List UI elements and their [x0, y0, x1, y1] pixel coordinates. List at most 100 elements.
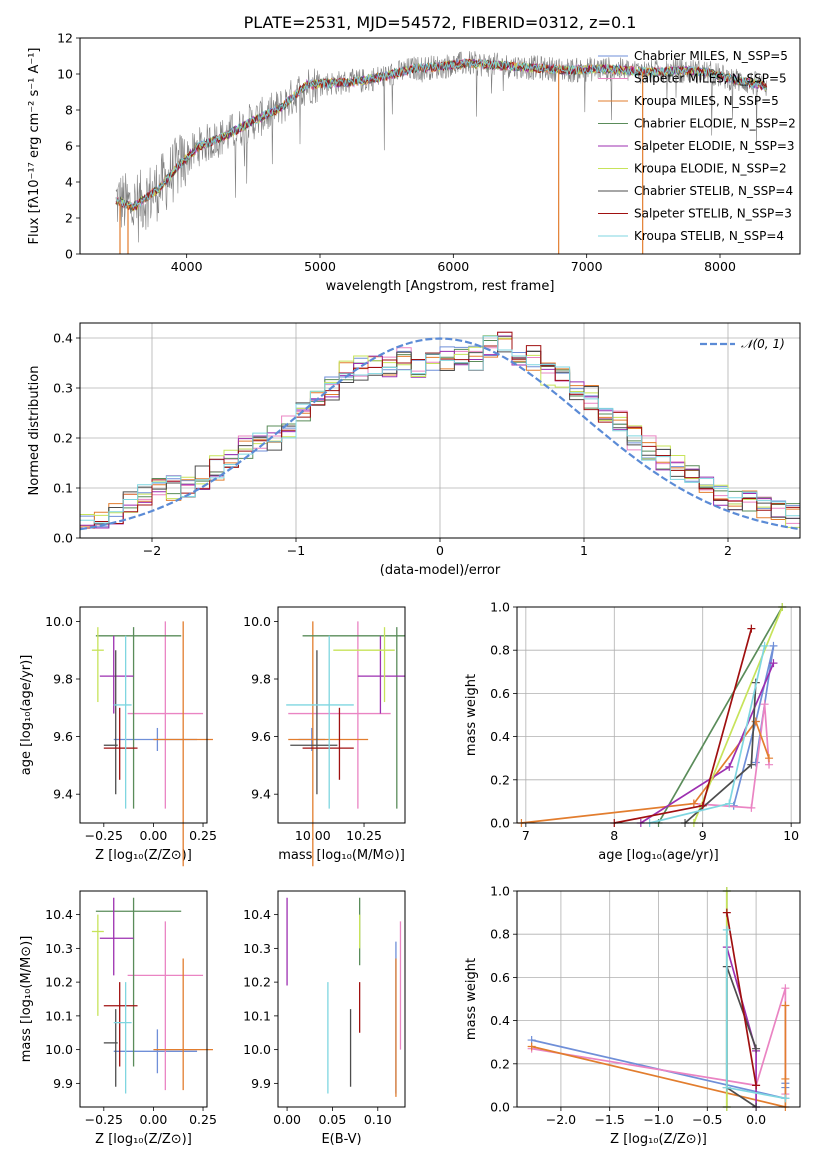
x-axis-label: wavelength [Angstrom, rest frame] — [326, 279, 555, 294]
x-tick-label: −1 — [287, 543, 305, 558]
y-axis-label: mass [log₁₀(M/M⊙)] — [19, 936, 34, 1063]
y-tick-label: 1.0 — [490, 884, 510, 899]
x-tick-label: 0.0 — [746, 1112, 766, 1127]
x-tick-label: 0.00 — [140, 1112, 168, 1127]
weight-line-2 — [531, 1005, 787, 1109]
ticks-mass-EBV: 0.00 0.05 0.10 9.9 10.0 10.1 10.2 10.3 10.4 — [243, 907, 392, 1127]
y-tick-label: 0.6 — [490, 686, 510, 701]
weight-marker-8 — [722, 925, 731, 934]
y-tick-label: 9.4 — [251, 787, 271, 802]
y-tick-label: 10.2 — [45, 975, 73, 990]
legend-label: Chabrier ELODIE, N_SSP=2 — [634, 117, 796, 131]
weight-marker-8 — [760, 641, 769, 650]
x-axis-label: age [log₁₀(age/yr)] — [598, 848, 719, 863]
weight-marker-1 — [781, 984, 790, 993]
y-tick-label: 9.6 — [53, 729, 73, 744]
y-tick-label: 9.8 — [251, 672, 271, 687]
y-tick-label: 0.2 — [490, 772, 510, 787]
ticks-mass-Z: −0.25 0.00 0.25 9.9 10.0 10.1 10.2 10.3 10.4 — [45, 907, 217, 1127]
legend-label: Salpeter STELIB, N_SSP=3 — [634, 207, 792, 221]
y-tick-label: 9.9 — [53, 1076, 73, 1091]
x-tick-label: 10.25 — [346, 828, 382, 843]
x-axis-label: mass [log₁₀(M/M⊙)] — [278, 848, 405, 863]
legend-label: Salpeter ELODIE, N_SSP=3 — [634, 139, 795, 153]
weight-marker-7 — [698, 801, 707, 810]
panel-age-Z: −0.25 0.00 0.25 9.4 9.6 9.8 10.0 Z [log₁₀(Z/Z⊙)… — [19, 606, 217, 867]
x-tick-label: −2 — [143, 543, 161, 558]
axes-frame — [516, 890, 801, 1108]
legend-label: Kroupa ELODIE, N_SSP=2 — [634, 162, 787, 176]
y-axis-label: mass weight — [464, 958, 479, 1040]
weight-marker-8 — [781, 1094, 790, 1103]
y-tick-label: 0.4 — [490, 1013, 510, 1028]
weight-marker-7 — [722, 908, 731, 917]
x-tick-label: 5000 — [304, 259, 336, 274]
y-tick-label: 0.4 — [490, 729, 510, 744]
x-tick-label: 4000 — [171, 259, 203, 274]
x-axis-label: Z [log₁₀(Z/Z⊙)] — [610, 1132, 707, 1147]
weight-marker-1 — [760, 700, 769, 709]
weight-line-2 — [521, 719, 770, 824]
y-tick-label: 0.4 — [53, 331, 73, 346]
y-tick-label: 9.9 — [251, 1076, 271, 1091]
histogram-8 — [79, 335, 801, 538]
axes-frame — [79, 322, 801, 539]
spectrum-legend: Chabrier MILES, N_SSP=5 Salpeter MILES, N… — [598, 49, 796, 243]
y-axis-label: age [log₁₀(age/yr)] — [19, 655, 34, 776]
weight-marker-2 — [527, 1042, 536, 1051]
ticks-residuals: −2 −1 0 1 2 0.0 0.1 0.2 0.3 0.4 — [53, 331, 732, 559]
panels: 4000 5000 6000 7000 8000024681012wavelength … — [19, 31, 801, 1147]
x-tick-label: 0.00 — [273, 1112, 301, 1127]
legend-label: Chabrier STELIB, N_SSP=4 — [634, 184, 793, 198]
x-axis-label: E(B-V) — [321, 1132, 361, 1147]
panel-mass-Z: −0.25 0.00 0.25 9.9 10.0 10.1 10.2 10.3 10.4 Z [l… — [19, 890, 217, 1147]
weight-marker-6 — [747, 760, 756, 769]
x-tick-label: 7000 — [571, 259, 603, 274]
y-tick-label: 10.0 — [243, 1042, 271, 1057]
spectrum-model-8 — [115, 57, 767, 209]
axes-frame — [516, 606, 801, 824]
spectrum-model-5 — [115, 58, 768, 212]
axes-frame — [79, 606, 208, 824]
weight-marker-2 — [781, 1001, 790, 1010]
y-tick-label: 0.0 — [53, 531, 73, 546]
panel-massweight-age: 7 8 9 10 0.0 0.2 0.4 0.6 0.8 1.0 age [log₁₀(age/yr… — [464, 600, 801, 863]
y-tick-label: 0.0 — [490, 816, 510, 831]
x-tick-label: 10 — [783, 828, 799, 843]
weight-marker-2 — [781, 1074, 790, 1083]
y-tick-label: 10.4 — [45, 907, 73, 922]
y-tick-label: 10.1 — [45, 1008, 73, 1023]
y-tick-label: 10.3 — [45, 941, 73, 956]
weight-marker-8 — [722, 1083, 731, 1092]
legend-label: Kroupa STELIB, N_SSP=4 — [634, 229, 784, 243]
y-tick-label: 0.0 — [490, 1100, 510, 1115]
x-tick-label: −1.0 — [643, 1112, 673, 1127]
legend-label: 𝒩(0, 1) — [741, 337, 785, 351]
axes-frame — [79, 890, 208, 1108]
weight-marker-2 — [765, 754, 774, 763]
y-tick-label: 0.3 — [53, 381, 73, 396]
weight-marker-0 — [769, 641, 778, 650]
legend-label: Kroupa MILES, N_SSP=5 — [634, 94, 779, 108]
y-tick-label: 2 — [65, 211, 73, 226]
y-axis-label: Normed distribution — [27, 366, 42, 496]
legend-label: Chabrier MILES, N_SSP=5 — [634, 49, 788, 63]
weight-line-3 — [657, 606, 784, 824]
axes-frame — [277, 890, 406, 1108]
weight-marker-4 — [769, 659, 778, 668]
y-tick-label: 0.6 — [490, 970, 510, 985]
legend-label: Salpeter MILES, N_SSP=5 — [634, 72, 787, 86]
x-tick-label: −0.25 — [85, 1112, 123, 1127]
x-axis-label: (data-model)/error — [380, 563, 501, 578]
y-axis-label: mass weight — [464, 674, 479, 756]
y-tick-label: 4 — [65, 175, 73, 190]
y-tick-label: 10 — [57, 67, 73, 82]
ticks-massweight-age: 7 8 9 10 0.0 0.2 0.4 0.6 0.8 1.0 — [490, 600, 799, 844]
axes-frame — [277, 606, 406, 824]
weight-line-8 — [649, 645, 766, 824]
y-tick-label: 0.2 — [53, 431, 73, 446]
weight-line-7 — [725, 912, 757, 1086]
x-tick-label: 1 — [580, 543, 588, 558]
